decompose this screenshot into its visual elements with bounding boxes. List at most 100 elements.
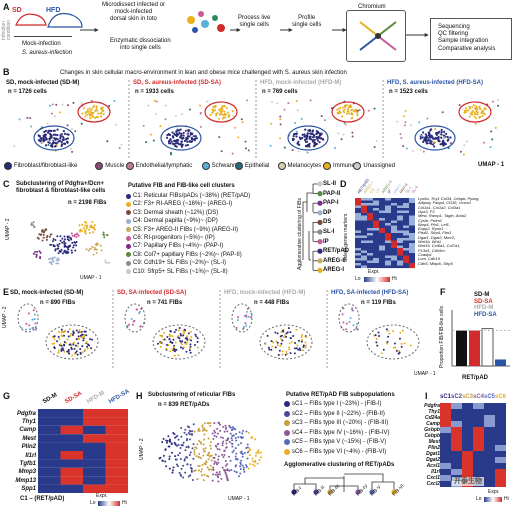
retpad-point (209, 444, 212, 447)
retpad-point (213, 434, 216, 437)
gene-marker-label: Bmp4, Pfn1, Lef1, (418, 221, 451, 227)
retpad-point (170, 443, 173, 446)
cell-point (86, 113, 89, 116)
retpad-point (202, 450, 205, 453)
cell-point (345, 104, 348, 107)
heatmap-cell (361, 208, 367, 211)
heatmap-cell (373, 238, 379, 241)
retpad-point (212, 473, 215, 476)
fib-point (185, 350, 188, 353)
fib-point (70, 249, 73, 252)
g-col-label: HFD-M (86, 390, 106, 406)
retpad-point (242, 429, 245, 432)
f-legend-label: SD-SA (474, 298, 493, 305)
heatmap-cell (367, 228, 373, 231)
cell-point (174, 140, 177, 143)
cell-point (169, 151, 172, 154)
heatmap-cell (379, 208, 385, 211)
cell-point (71, 150, 74, 153)
i-gene-label: Pdgfra (424, 402, 440, 409)
fib-point (89, 338, 92, 341)
fib-point (382, 348, 385, 351)
cell-point (279, 137, 282, 140)
fib-point (304, 341, 307, 344)
heatmap-cell (397, 203, 403, 206)
fib-point (70, 346, 73, 349)
fib-point (392, 330, 395, 333)
fib-point (42, 236, 45, 239)
cell-point (60, 141, 63, 144)
heatmap-cell (440, 403, 451, 409)
fib-point (277, 354, 280, 357)
fib-point (70, 237, 73, 240)
retpad-point (196, 443, 199, 446)
heatmap-cell (440, 463, 451, 469)
fib-point (52, 260, 55, 263)
cell-point (52, 139, 55, 142)
cell-point (89, 111, 92, 114)
retpad-point (215, 435, 218, 438)
cell-point (170, 153, 173, 156)
fib-point (245, 314, 248, 317)
fib-point (81, 229, 84, 232)
heatmap-cell (409, 248, 415, 251)
retpad-point (245, 430, 248, 433)
retpad-point (159, 456, 162, 459)
heatmap-cell (403, 218, 409, 221)
umap-scatter (255, 80, 378, 158)
heatmap-cell (355, 210, 361, 214)
cell-point (18, 118, 21, 121)
heatmap-cell (373, 200, 379, 204)
fib-point (66, 235, 69, 238)
cell-point (95, 105, 98, 108)
heatmap-cell (403, 235, 409, 239)
heatmap-cell (462, 421, 473, 427)
cluster-label: C1: Reticular FIBs/pADs (~38%) (RET/pAD) (133, 193, 251, 199)
fib-point (280, 334, 283, 337)
fib-point (341, 313, 344, 316)
heatmap-cell (60, 442, 83, 451)
fib-point (92, 226, 95, 229)
cell-point (59, 137, 62, 140)
fib-point (189, 330, 192, 333)
cell-point (444, 143, 447, 146)
heatmap-cell (83, 425, 106, 435)
heatmap-cell (355, 218, 361, 221)
fib-point (58, 337, 61, 340)
cell-point (56, 128, 59, 131)
i-heatmap (440, 403, 506, 487)
heatmap-cell (385, 265, 391, 269)
heatmap-cell (409, 253, 415, 256)
heatmap-cell (105, 476, 128, 485)
heatmap-cell (484, 481, 495, 487)
cell-point (247, 149, 250, 152)
heatmap-cell (385, 210, 391, 214)
cell-point (301, 136, 304, 140)
legend-label: Endothelial/lymphatic (135, 163, 193, 169)
retpad-point (226, 463, 229, 466)
cell-point (244, 140, 247, 143)
cell-count: n = 769 cells (262, 89, 298, 95)
cell-point (471, 113, 474, 116)
fib-point (386, 340, 389, 343)
heatmap-cell (385, 218, 391, 221)
retpad-point (165, 465, 168, 468)
g-gene-label: Spp1 (21, 486, 36, 493)
retpad-point (200, 457, 203, 460)
cell-point (102, 113, 105, 116)
cell-point (303, 138, 307, 142)
hi-label: Hi (122, 500, 127, 506)
cluster-item: C7: Papillary FIBs (~4%)~ (PAP-I) (126, 243, 223, 249)
fib-point (76, 353, 79, 356)
heatmap-cell (391, 253, 397, 256)
cell-point (118, 147, 121, 150)
tree-trunk (293, 473, 395, 492)
retpad-point (203, 433, 206, 436)
fib-point (57, 330, 60, 333)
cell-point (400, 137, 403, 140)
cell-point (48, 132, 52, 135)
gene-marker-label: Cdh5, Mfap5, Sfrp5 (418, 260, 453, 266)
cell-point (218, 117, 221, 120)
cell-point (308, 135, 311, 138)
cell-point (308, 129, 312, 132)
